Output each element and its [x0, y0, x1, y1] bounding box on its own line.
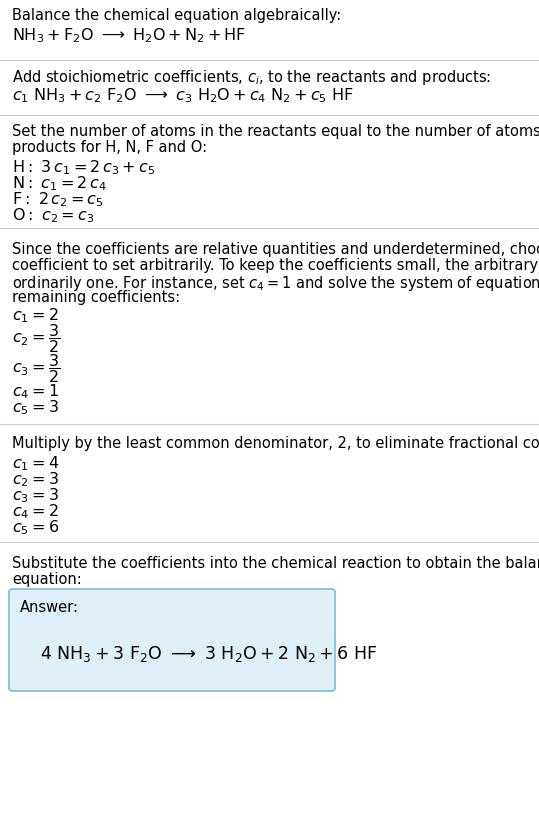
- Text: $c_4 = 2$: $c_4 = 2$: [12, 502, 59, 520]
- FancyBboxPatch shape: [9, 589, 335, 691]
- Text: $\mathrm{F}:\  2\,c_2 = c_5$: $\mathrm{F}:\ 2\,c_2 = c_5$: [12, 190, 103, 209]
- Text: products for H, N, F and O:: products for H, N, F and O:: [12, 140, 207, 155]
- Text: $\mathrm{NH_3 + F_2O \ \longrightarrow \ H_2O + N_2 + HF}$: $\mathrm{NH_3 + F_2O \ \longrightarrow \…: [12, 26, 246, 44]
- Text: $4\ \mathrm{NH_3} + 3\ \mathrm{F_2O} \ \longrightarrow \ 3\ \mathrm{H_2O} + 2\ \: $4\ \mathrm{NH_3} + 3\ \mathrm{F_2O} \ \…: [40, 644, 378, 664]
- Text: $\mathrm{O}:\  c_2 = c_3$: $\mathrm{O}:\ c_2 = c_3$: [12, 206, 94, 224]
- Text: $\mathrm{N}:\  c_1 = 2\,c_4$: $\mathrm{N}:\ c_1 = 2\,c_4$: [12, 174, 107, 192]
- Text: $c_3 = 3$: $c_3 = 3$: [12, 486, 59, 505]
- Text: Multiply by the least common denominator, 2, to eliminate fractional coefficient: Multiply by the least common denominator…: [12, 436, 539, 451]
- Text: Add stoichiometric coefficients, $c_i$, to the reactants and products:: Add stoichiometric coefficients, $c_i$, …: [12, 68, 491, 87]
- Text: $c_1\ \mathrm{NH_3} + c_2\ \mathrm{F_2O} \ \longrightarrow \ c_3\ \mathrm{H_2O} : $c_1\ \mathrm{NH_3} + c_2\ \mathrm{F_2O}…: [12, 86, 354, 104]
- Text: $\mathrm{H}:\  3\,c_1 = 2\,c_3 + c_5$: $\mathrm{H}:\ 3\,c_1 = 2\,c_3 + c_5$: [12, 158, 155, 177]
- Text: $c_5 = 6$: $c_5 = 6$: [12, 518, 59, 537]
- Text: Since the coefficients are relative quantities and underdetermined, choose a: Since the coefficients are relative quan…: [12, 242, 539, 257]
- Text: ordinarily one. For instance, set $c_4 = 1$ and solve the system of equations fo: ordinarily one. For instance, set $c_4 =…: [12, 274, 539, 293]
- Text: equation:: equation:: [12, 572, 82, 587]
- Text: Substitute the coefficients into the chemical reaction to obtain the balanced: Substitute the coefficients into the che…: [12, 556, 539, 571]
- Text: $c_3 = \dfrac{3}{2}$: $c_3 = \dfrac{3}{2}$: [12, 352, 60, 385]
- Text: remaining coefficients:: remaining coefficients:: [12, 290, 180, 305]
- Text: coefficient to set arbitrarily. To keep the coefficients small, the arbitrary va: coefficient to set arbitrarily. To keep …: [12, 258, 539, 273]
- Text: $c_1 = 2$: $c_1 = 2$: [12, 306, 59, 325]
- Text: $c_2 = \dfrac{3}{2}$: $c_2 = \dfrac{3}{2}$: [12, 322, 60, 355]
- Text: Set the number of atoms in the reactants equal to the number of atoms in the: Set the number of atoms in the reactants…: [12, 124, 539, 139]
- Text: Answer:: Answer:: [20, 600, 79, 615]
- Text: $c_5 = 3$: $c_5 = 3$: [12, 398, 59, 417]
- Text: $c_1 = 4$: $c_1 = 4$: [12, 454, 59, 473]
- Text: $c_4 = 1$: $c_4 = 1$: [12, 382, 59, 400]
- Text: Balance the chemical equation algebraically:: Balance the chemical equation algebraica…: [12, 8, 341, 23]
- Text: $c_2 = 3$: $c_2 = 3$: [12, 470, 59, 489]
